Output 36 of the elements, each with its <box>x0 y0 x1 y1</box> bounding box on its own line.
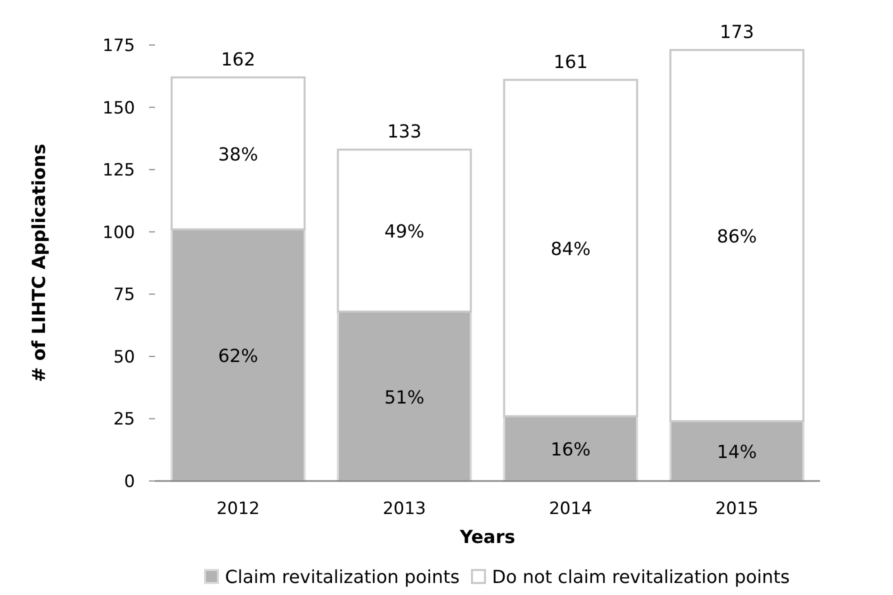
x-tick-label: 2014 <box>548 499 592 519</box>
y-tick-label: 100 <box>102 222 135 243</box>
y-tick-label: 75 <box>113 285 135 306</box>
x-tick-label: 2012 <box>216 499 260 519</box>
bar <box>336 310 472 482</box>
y-axis-title: # of LIHTC Applications <box>29 144 50 382</box>
bar <box>669 48 804 422</box>
bar <box>336 148 472 313</box>
y-tick-label: 25 <box>113 410 135 430</box>
y-tick-label: 50 <box>113 347 135 368</box>
total-label: 133 <box>387 122 422 143</box>
y-tick-label: 0 <box>124 472 135 492</box>
annotation: 38% <box>218 144 258 166</box>
annotation: 62% <box>218 346 258 368</box>
y-tick-label: 175 <box>102 36 135 56</box>
total-label: 173 <box>720 22 754 43</box>
legend-label: Do not claim revitalization points <box>492 567 790 588</box>
y-tick-label: 150 <box>102 98 135 118</box>
x-tick-label: 2015 <box>715 499 759 519</box>
legend-label: Claim revitalization points <box>225 567 460 588</box>
bar <box>669 420 804 482</box>
annotation: 51% <box>384 387 424 408</box>
x-axis-title: Years <box>458 527 516 548</box>
annotation: 14% <box>716 442 757 464</box>
annotation: 16% <box>550 440 591 461</box>
total-label: 161 <box>553 52 588 73</box>
annotation: 49% <box>384 222 424 243</box>
annotation: 86% <box>716 226 757 248</box>
bar <box>170 76 306 230</box>
y-tick-label: 125 <box>102 160 135 181</box>
total-label: 162 <box>220 49 256 70</box>
bar <box>503 78 638 418</box>
bar <box>170 228 306 482</box>
annotation: 84% <box>550 239 591 260</box>
bar <box>503 415 638 482</box>
x-tick-label: 2013 <box>382 499 426 519</box>
